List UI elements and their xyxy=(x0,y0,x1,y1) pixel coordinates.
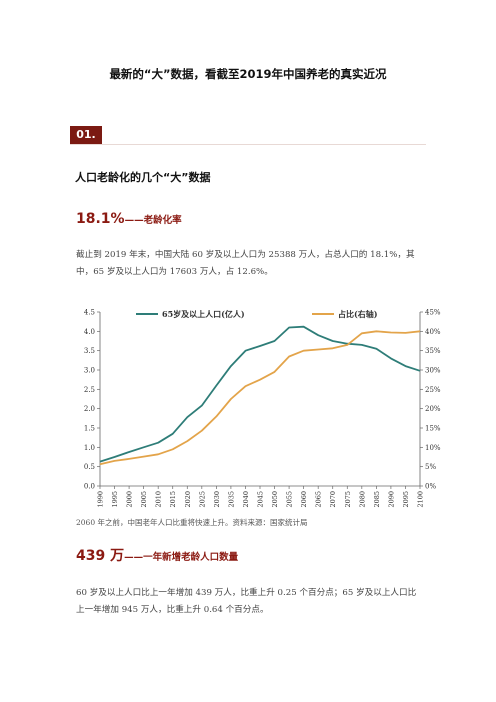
x-tick-label: 1990 xyxy=(97,491,105,508)
y-left-tick-label: 3.0 xyxy=(84,367,95,375)
x-tick-label: 2055 xyxy=(286,491,294,508)
chart-caption: 2060 年之前，中国老年人口比重将快速上升。资料来源：国家统计局 xyxy=(76,518,308,527)
y-left-tick-label: 0.0 xyxy=(84,483,95,491)
stat-new-elderly: 439 万——一年新增老龄人口数量 xyxy=(76,545,238,565)
section-number-badge: 01. xyxy=(70,126,102,144)
paragraph-new-elderly: 60 岁及以上人口比上一年增加 439 万人，比重上升 0.25 个百分点；65… xyxy=(76,588,417,615)
y-left-tick-label: 2.0 xyxy=(84,405,95,413)
legend-label-2: 占比(右轴) xyxy=(338,309,378,319)
legend-label-1: 65岁及以上人口(亿人) xyxy=(162,309,245,319)
x-tick-label: 2095 xyxy=(402,491,410,508)
population-chart: 0.0 0.5 1.0 1.5 2.0 2.5 3.0 3.5 4.0 4.5 0% 5% 10% 15%… xyxy=(84,309,441,508)
x-tick-label: 2080 xyxy=(358,491,366,508)
x-tick-label: 2010 xyxy=(155,491,163,508)
y-right-tick-label: 30% xyxy=(425,367,441,375)
x-tick-label: 2005 xyxy=(140,491,148,508)
x-tick-label: 2020 xyxy=(184,491,192,508)
stat-aging-rate: 18.1%——老龄化率 xyxy=(76,208,182,227)
y-right-tick-label: 35% xyxy=(425,347,441,355)
y-right-tick-label: 20% xyxy=(425,405,441,413)
series-line-1 xyxy=(99,325,421,463)
y-right-tick-label: 15% xyxy=(425,425,441,433)
y-right-tick-label: 0% xyxy=(425,483,436,491)
stat-new-elderly-value: 439 万 xyxy=(76,548,125,564)
stat-aging-rate-suffix: ——老龄化率 xyxy=(124,215,182,226)
y-left-tick-label: 0.5 xyxy=(84,463,95,471)
x-tick-label: 2075 xyxy=(344,491,352,508)
stat-aging-rate-value: 18.1% xyxy=(76,211,125,227)
x-tick-label: 2065 xyxy=(315,491,323,508)
y-right-tick-label: 40% xyxy=(425,328,441,336)
y-left-tick-label: 1.0 xyxy=(84,444,95,452)
y-left-tick-label: 3.5 xyxy=(84,347,95,355)
y-left-tick-label: 4.0 xyxy=(84,328,95,336)
x-tick-label: 2030 xyxy=(213,491,221,508)
x-tick-label: 2085 xyxy=(373,491,381,508)
page-title: 最新的“大”数据，看截至2019年中国养老的真实近况 xyxy=(109,67,387,81)
section-heading: 人口老龄化的几个“大”数据 xyxy=(75,171,211,184)
x-tick-label: 2015 xyxy=(169,491,177,508)
x-tick-label: 2060 xyxy=(300,491,308,508)
x-tick-label: 2035 xyxy=(227,491,235,508)
x-tick-label: 2040 xyxy=(242,491,250,508)
section-divider xyxy=(70,144,426,145)
series-line-2 xyxy=(99,330,421,466)
x-tick-label: 2100 xyxy=(417,491,425,508)
y-right-tick-label: 45% xyxy=(425,309,441,317)
y-right-tick-label: 25% xyxy=(425,386,441,394)
x-tick-label: 2050 xyxy=(271,491,279,508)
x-tick-label: 2090 xyxy=(387,491,395,508)
paragraph-aging-rate: 截止到 2019 年末，中国大陆 60 岁及以上人口为 25388 万人，占总人… xyxy=(76,250,415,277)
y-left-tick-label: 4.5 xyxy=(84,309,95,317)
x-tick-label: 1995 xyxy=(111,491,119,508)
x-tick-label: 2045 xyxy=(257,491,265,508)
y-right-tick-label: 5% xyxy=(425,463,436,471)
x-tick-label: 2070 xyxy=(329,491,337,508)
stat-new-elderly-suffix: ——一年新增老龄人口数量 xyxy=(124,552,239,563)
x-tick-label: 2025 xyxy=(198,491,206,508)
x-tick-label: 2000 xyxy=(126,491,134,508)
y-right-tick-label: 10% xyxy=(425,444,441,452)
y-left-tick-label: 1.5 xyxy=(84,425,95,433)
y-left-tick-label: 2.5 xyxy=(84,386,95,394)
